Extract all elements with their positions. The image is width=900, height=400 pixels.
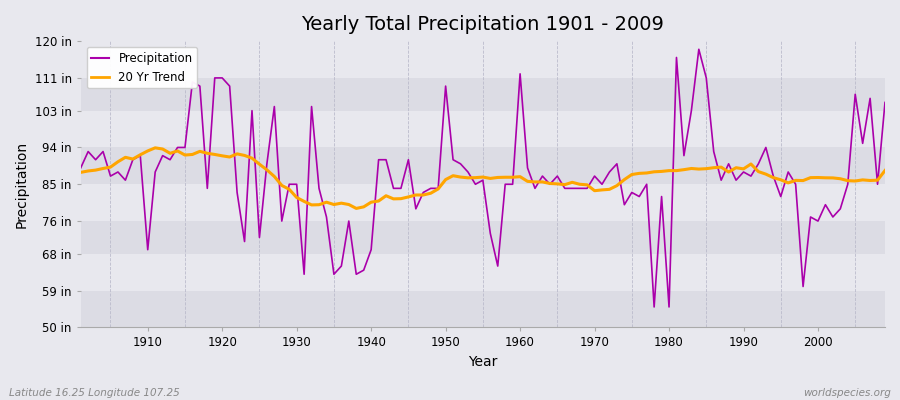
Bar [81,41,885,78]
Bar [81,221,885,254]
Bar [81,254,885,291]
Text: worldspecies.org: worldspecies.org [803,388,891,398]
Text: Latitude 16.25 Longitude 107.25: Latitude 16.25 Longitude 107.25 [9,388,180,398]
Y-axis label: Precipitation: Precipitation [15,141,29,228]
Legend: Precipitation, 20 Yr Trend: Precipitation, 20 Yr Trend [86,47,197,88]
Bar [81,111,885,148]
Bar [81,291,885,328]
Bar [81,184,885,221]
Bar [81,148,885,184]
Bar [81,78,885,111]
X-axis label: Year: Year [468,355,498,369]
Title: Yearly Total Precipitation 1901 - 2009: Yearly Total Precipitation 1901 - 2009 [302,15,664,34]
